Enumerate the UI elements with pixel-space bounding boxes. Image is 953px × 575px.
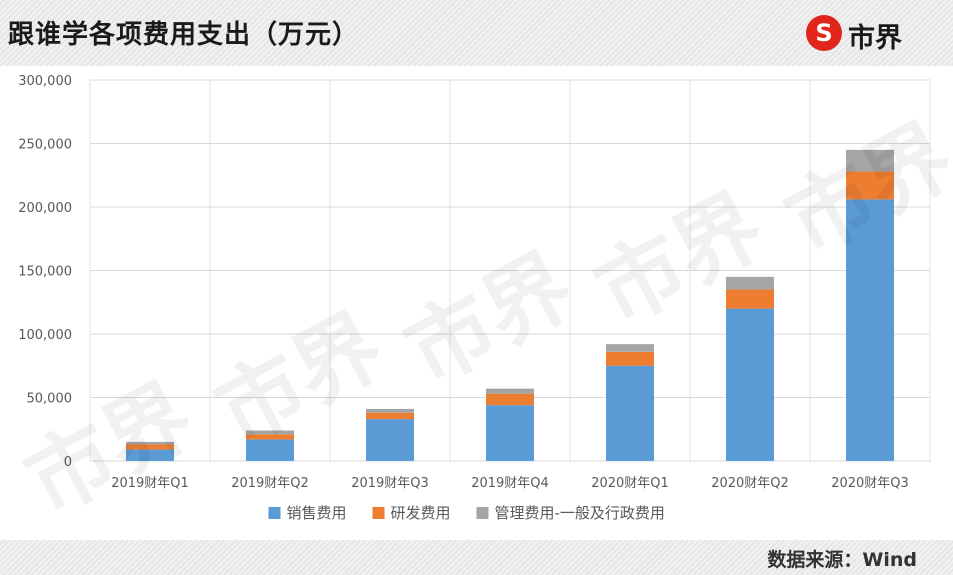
y-tick-label: 300,000 [18,74,72,89]
bar-segment [126,449,174,461]
bar-segment [846,199,894,461]
x-tick-label: 2019财年Q3 [351,476,429,491]
bar-segment [366,419,414,461]
y-tick-label: 150,000 [18,265,72,280]
x-tick-label: 2020财年Q2 [711,476,789,491]
bar-segment [366,408,414,413]
legend-label: 管理费用-一般及行政费用 [495,504,665,522]
bar-segment [606,365,654,461]
y-tick-label: 0 [64,455,72,470]
bar-segment [726,289,774,309]
brand-logo: S 市界 [806,14,936,54]
bar-segment [846,149,894,172]
bar-segment [486,388,534,394]
legend-swatch [476,507,489,519]
x-tick-label: 2019财年Q2 [231,476,309,491]
bar-segment [246,430,294,435]
data-source: 数据来源：Wind [767,549,917,571]
x-tick-label: 2019财年Q4 [471,476,549,491]
bar-segment [246,434,294,440]
bar-segment [726,276,774,290]
x-tick-label: 2020财年Q3 [831,476,909,491]
bar-segment [126,441,174,445]
x-tick-label: 2019财年Q1 [111,476,189,491]
y-tick-label: 100,000 [18,328,72,343]
y-tick-label: 200,000 [18,201,72,216]
bar-segment [246,439,294,461]
bar-segment [606,351,654,366]
legend-label: 销售费用 [287,504,347,522]
bar-segment [486,393,534,406]
legend-label: 研发费用 [391,504,451,522]
legend-swatch [372,507,385,519]
y-tick-label: 50,000 [27,392,73,407]
bar-segment [726,308,774,461]
brand-mark: S [815,19,833,47]
bar-segment [846,171,894,200]
chart-area: 0 50,000 100,000 150,000 200,000 250,000 300,0… [0,66,953,536]
bar-segment [366,412,414,420]
y-tick-label: 250,000 [18,138,72,153]
x-tick-label: 2020财年Q1 [591,476,669,491]
bar-segment [606,344,654,352]
chart-title: 跟谁学各项费用支出（万元） [8,20,360,50]
header-bar: 跟谁学各项费用支出（万元） S 市界 [0,0,953,66]
legend-swatch [268,507,281,519]
footer-bar: 数据来源：Wind [0,540,953,575]
stacked-bar-chart: 0 50,000 100,000 150,000 200,000 250,000 300,0… [18,74,931,522]
brand-circle-icon: S [806,15,842,51]
bar-segment [126,444,174,450]
bar-segment [486,405,534,461]
brand-text: 市界 [848,23,902,54]
